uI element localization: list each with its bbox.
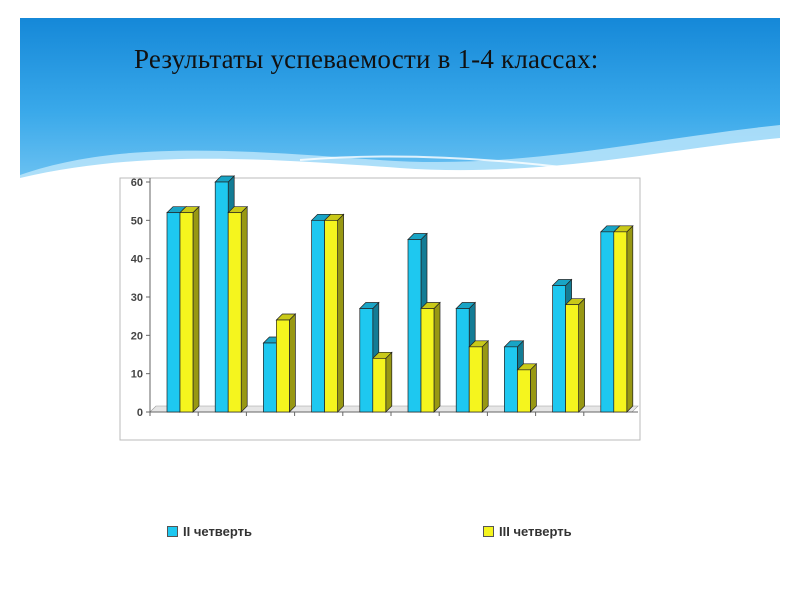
legend-label-series-1: II четверть — [183, 524, 252, 539]
legend-item-series-2: III четверть — [483, 524, 572, 539]
bar-series-2-1 — [179, 205, 200, 413]
y-tick-label: 50 — [131, 215, 143, 227]
legend-label-series-2: III четверть — [499, 524, 572, 539]
legend-swatch-series-1 — [167, 526, 178, 537]
y-tick-label: 20 — [131, 330, 143, 342]
bar-series-2-10 — [612, 224, 634, 413]
legend-swatch-series-2 — [483, 526, 494, 537]
bar-series-2-5 — [371, 351, 393, 413]
y-tick-label: 0 — [137, 407, 143, 419]
legend-item-series-1: II четверть — [167, 524, 252, 539]
slide-title: Результаты успеваемости в 1-4 классах: — [134, 44, 599, 74]
bar-series-2-6 — [420, 301, 441, 413]
bar-series-2-4 — [323, 213, 345, 413]
bar-series-2-3 — [275, 313, 297, 413]
y-tick-label: 10 — [131, 369, 143, 381]
bar-series-2-9 — [564, 297, 586, 413]
bar-series-2-2 — [227, 205, 249, 413]
bar-series-2-8 — [516, 362, 538, 413]
bar-series-2-7 — [468, 339, 490, 413]
y-tick-label: 60 — [131, 177, 143, 189]
y-tick-label: 30 — [131, 292, 143, 304]
y-tick-label: 40 — [131, 254, 143, 266]
